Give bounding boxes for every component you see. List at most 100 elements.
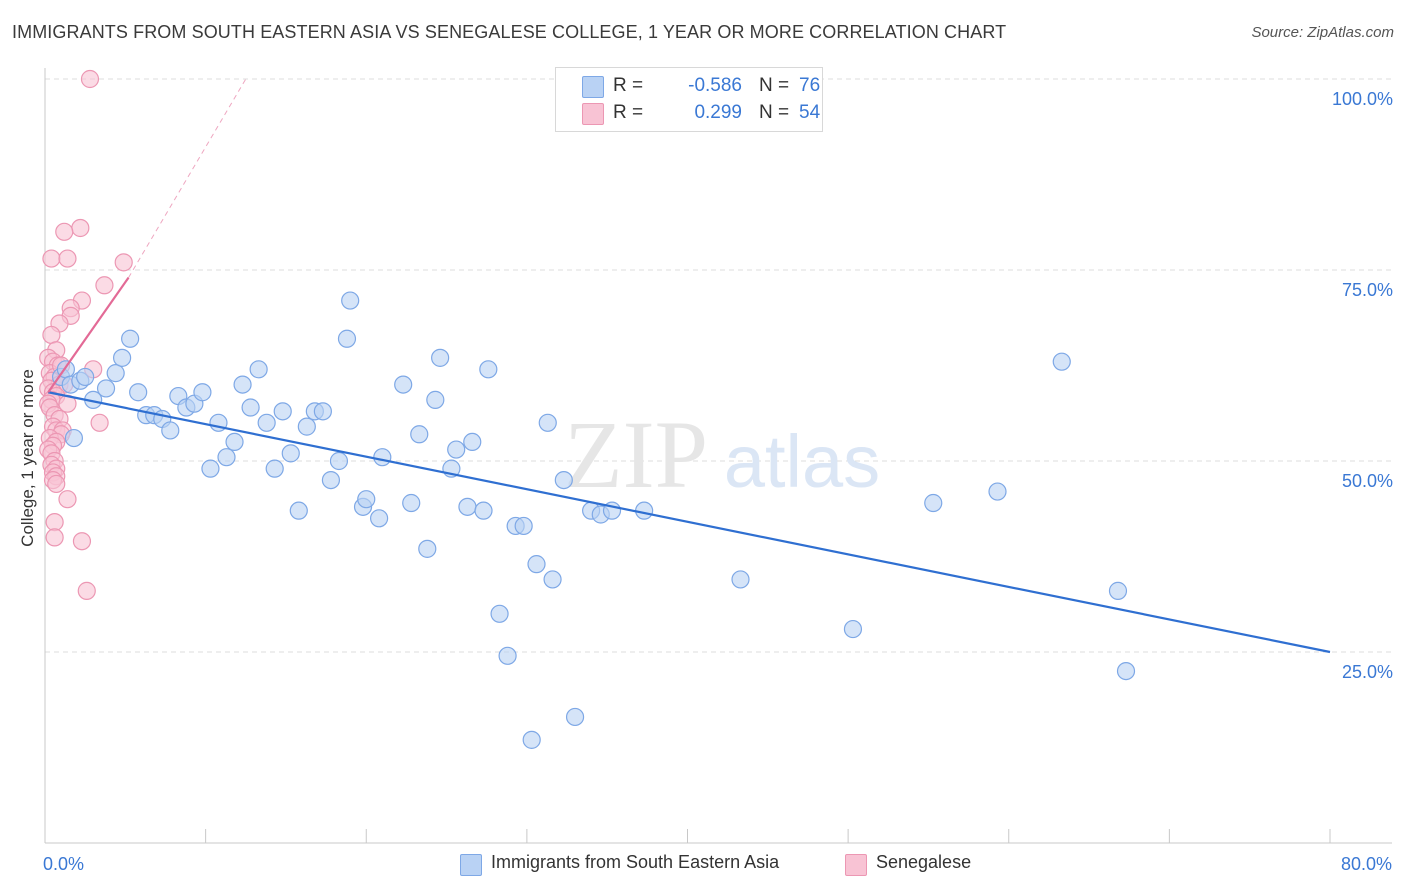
immigrants-trend-line xyxy=(47,391,1331,654)
senegalese-point xyxy=(42,325,61,345)
senegalese-point xyxy=(80,69,100,89)
y-tick-label: 100.0% xyxy=(1332,89,1393,109)
series-swatch-blue xyxy=(460,854,482,876)
immigrants-point xyxy=(257,413,276,432)
immigrants-point xyxy=(76,367,95,387)
senegalese-point xyxy=(77,581,96,600)
immigrants-point xyxy=(96,379,116,398)
immigrants-point xyxy=(373,448,392,467)
senegalese-trend-extension xyxy=(128,78,247,278)
immigrants-point xyxy=(273,402,292,421)
legend-n-label: N = xyxy=(759,102,790,123)
immigrants-point xyxy=(297,417,316,436)
series-swatch-pink xyxy=(845,854,867,876)
immigrants-point xyxy=(479,360,498,379)
legend-r-label: R = xyxy=(613,75,644,96)
legend-r-value: -0.586 xyxy=(688,75,742,96)
immigrants-point xyxy=(225,432,244,451)
senegalese-point xyxy=(114,253,133,272)
immigrants-point xyxy=(554,471,573,490)
senegalese-point xyxy=(58,249,77,268)
points-layer xyxy=(39,69,1136,749)
immigrants-point xyxy=(265,459,284,478)
immigrants-point xyxy=(458,497,477,516)
immigrants-point xyxy=(731,570,750,589)
source-credit: Source: ZipAtlas.com xyxy=(1251,24,1394,41)
y-tick-label: 25.0% xyxy=(1342,662,1393,682)
immigrants-point xyxy=(410,425,429,444)
immigrants-point xyxy=(426,390,445,409)
immigrants-point xyxy=(924,493,943,513)
immigrants-point xyxy=(161,421,180,440)
correlation-legend: R = -0.586 N = 76 R = 0.299 N = 54 xyxy=(555,67,823,132)
immigrants-point xyxy=(201,459,220,478)
senegalese-point xyxy=(72,532,92,551)
legend-swatch-blue xyxy=(582,76,604,98)
senegalese-point xyxy=(71,218,90,238)
immigrants-point xyxy=(498,646,517,665)
trend-layer xyxy=(47,78,1331,654)
immigrants-point xyxy=(64,428,84,448)
immigrants-point xyxy=(527,555,546,574)
immigrants-point xyxy=(522,730,541,749)
x-tick-label: 0.0% xyxy=(43,854,84,874)
immigrants-point xyxy=(281,444,300,463)
immigrants-point xyxy=(1052,352,1071,371)
y-tick-label: 75.0% xyxy=(1342,280,1393,300)
immigrants-point xyxy=(329,451,349,471)
watermark-zip: ZIP xyxy=(564,401,708,508)
series-label: Immigrants from South Eastern Asia xyxy=(491,852,780,872)
legend-swatch-pink xyxy=(582,103,604,125)
immigrants-point xyxy=(402,493,421,513)
immigrants-point xyxy=(241,398,260,417)
legend-n-value: 54 xyxy=(799,102,821,123)
immigrants-point xyxy=(370,509,389,528)
immigrants-point xyxy=(289,501,308,520)
immigrants-point xyxy=(1116,661,1136,681)
immigrants-point xyxy=(112,348,132,367)
legend-n-value: 76 xyxy=(799,75,821,96)
immigrants-point xyxy=(988,482,1007,501)
senegalese-point xyxy=(58,490,77,509)
immigrants-point xyxy=(341,291,360,310)
immigrants-point xyxy=(447,440,466,459)
immigrants-point xyxy=(233,375,252,394)
immigrants-point xyxy=(538,413,557,432)
immigrants-point xyxy=(357,490,376,509)
immigrants-point xyxy=(121,329,140,348)
immigrants-point xyxy=(843,619,863,639)
immigrants-point xyxy=(1108,581,1128,600)
grid-layer xyxy=(45,78,1392,653)
senegalese-point xyxy=(42,249,61,268)
immigrants-point xyxy=(514,516,533,536)
chart-title: IMMIGRANTS FROM SOUTH EASTERN ASIA VS SE… xyxy=(12,22,1007,42)
senegalese-trend-line xyxy=(47,277,130,393)
legend-r-value: 0.299 xyxy=(694,102,742,123)
senegalese-point xyxy=(45,528,64,547)
immigrants-point xyxy=(217,448,236,467)
immigrants-point xyxy=(249,360,268,379)
legend-r-label: R = xyxy=(613,102,644,123)
immigrants-point xyxy=(463,432,482,451)
immigrants-point xyxy=(337,329,357,348)
senegalese-point xyxy=(47,474,66,494)
immigrants-point xyxy=(490,604,509,623)
immigrants-point xyxy=(418,539,437,558)
immigrants-point xyxy=(193,383,212,402)
immigrants-point xyxy=(394,375,413,394)
tick-label-layer: 25.0% 50.0% 75.0% 100.0% 0.0% 80.0% xyxy=(43,89,1393,874)
immigrants-point xyxy=(106,364,125,383)
senegalese-point xyxy=(45,513,64,532)
watermark: ZIP atlas xyxy=(564,401,880,508)
immigrants-point xyxy=(543,570,562,589)
x-tick-label: 80.0% xyxy=(1341,854,1392,874)
senegalese-point xyxy=(55,222,74,241)
immigrants-point xyxy=(635,501,654,520)
legend-n-label: N = xyxy=(759,75,790,96)
senegalese-point xyxy=(90,413,109,432)
senegalese-point xyxy=(95,276,114,295)
y-tick-label: 50.0% xyxy=(1342,471,1393,491)
immigrants-point xyxy=(129,383,148,402)
immigrants-point xyxy=(565,707,585,727)
